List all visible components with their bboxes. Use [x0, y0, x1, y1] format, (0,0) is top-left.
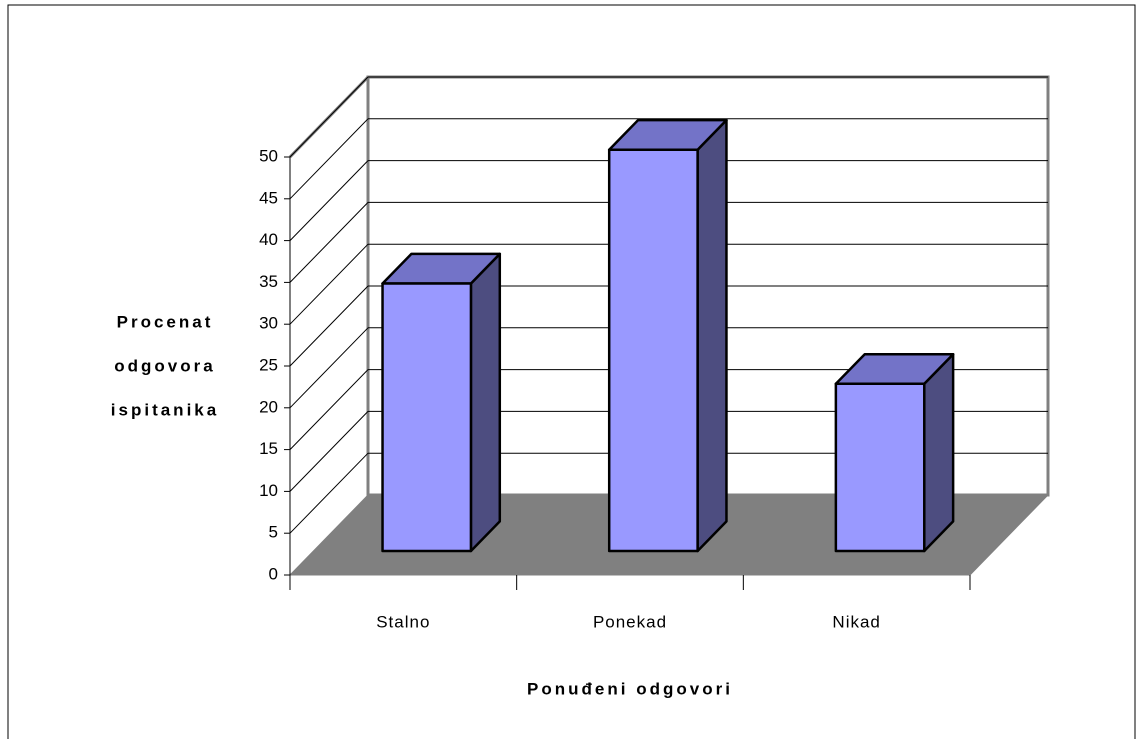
- x-tick-label: Stalno: [376, 612, 430, 631]
- grid-line: [289, 243, 369, 325]
- grid-line: [289, 202, 369, 283]
- y-tick-label: 0: [269, 564, 278, 583]
- bar-side: [696, 118, 728, 553]
- grid-line: [289, 452, 369, 534]
- grid-line: [289, 118, 369, 200]
- x-axis-title: Ponuđeni odgovori: [527, 679, 733, 698]
- y-tick-label: 10: [259, 481, 278, 500]
- x-tick-label: Ponekad: [593, 612, 667, 631]
- y-tick-label: 5: [269, 523, 278, 542]
- bar: [607, 148, 699, 553]
- frame: [7, 4, 1136, 739]
- y-tick-label: 40: [259, 230, 278, 249]
- grid-line: [289, 285, 369, 367]
- bar: [381, 282, 473, 553]
- y-tick-label: 35: [259, 272, 278, 291]
- bar-side: [923, 352, 955, 553]
- grid-line: [289, 160, 369, 241]
- y-axis-title: odgovora: [114, 356, 215, 375]
- y-axis-title: Procenat: [117, 312, 214, 331]
- grid-line: [289, 76, 369, 158]
- y-tick-label: 30: [259, 314, 278, 333]
- bar: [834, 382, 926, 553]
- y-tick-label: 25: [259, 355, 278, 374]
- y-axis-title: ispitanika: [111, 400, 219, 419]
- grid-line: [289, 327, 369, 409]
- grid-line: [289, 369, 369, 450]
- y-tick-label: 20: [259, 397, 278, 416]
- y-tick-label: 45: [259, 188, 278, 207]
- grid-line: [289, 411, 369, 492]
- y-tick-label: 15: [259, 439, 278, 458]
- y-tick-label: 50: [259, 146, 278, 165]
- bar-side: [469, 252, 502, 553]
- x-tick-label: Nikad: [832, 612, 880, 631]
